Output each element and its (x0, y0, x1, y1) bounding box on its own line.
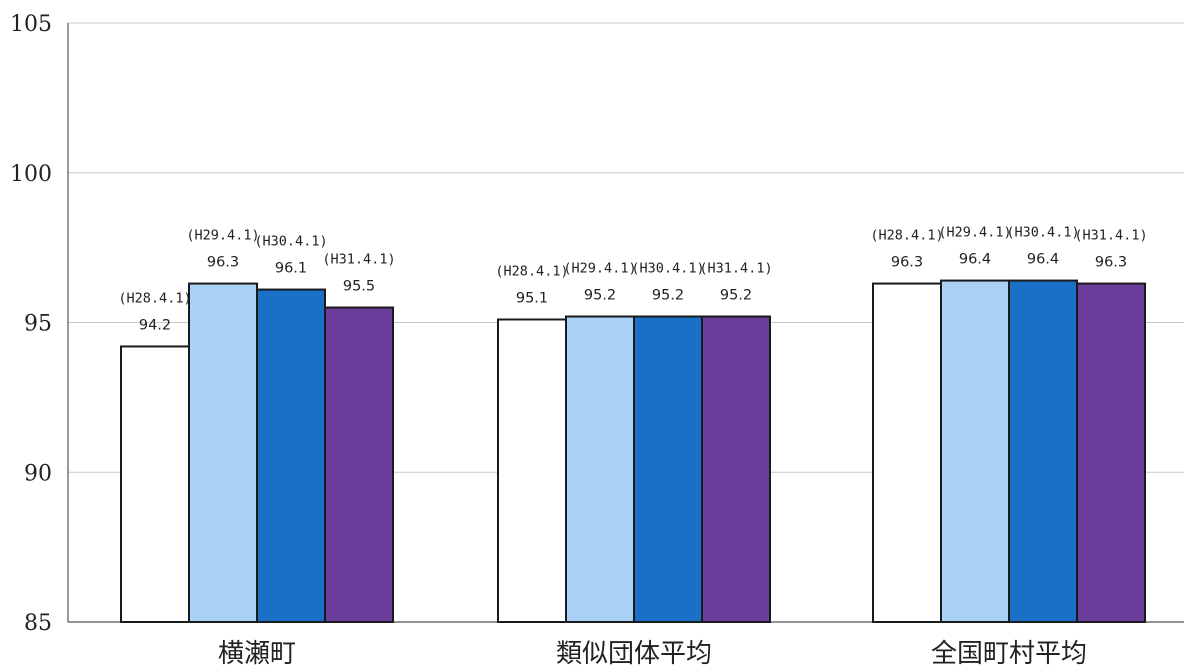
bar-value-label: 95.5 (343, 279, 375, 295)
bar-value-label: 95.2 (720, 288, 752, 304)
bar-date-label: (H28.4.1) (118, 290, 191, 306)
bar-labels: (H28.4.1) 94.2 (H29.4.1) 96.3 (H30.4.1) 96.1 (… (118, 225, 1147, 334)
y-tick-label: 90 (24, 461, 52, 486)
bar-value-label: 95.1 (516, 291, 548, 307)
bar-date-label: (H30.4.1) (254, 234, 327, 250)
bar (256, 288, 326, 623)
bar (497, 318, 567, 623)
bar (565, 315, 635, 623)
x-axis-categories: 横瀬町 類似団体平均 全国町村平均 (218, 639, 1087, 669)
bar-value-label: 94.2 (139, 317, 171, 333)
y-tick-label: 85 (24, 611, 52, 636)
bars (120, 279, 1146, 623)
bar (633, 315, 703, 623)
bar-date-label: (H30.4.1) (631, 261, 704, 277)
x-category-label: 全国町村平均 (931, 639, 1087, 669)
bar-date-label: (H29.4.1) (938, 225, 1011, 241)
y-tick-label: 100 (10, 162, 52, 187)
x-category-label: 類似団体平均 (556, 639, 712, 669)
bar (872, 282, 942, 623)
bar-value-label: 96.3 (1095, 255, 1127, 271)
y-axis-ticks: 85 90 95 100 105 (10, 12, 52, 636)
bar (324, 306, 394, 623)
bar-value-label: 96.1 (275, 261, 307, 277)
y-tick-label: 95 (24, 312, 52, 337)
bar (701, 315, 771, 623)
bar-value-label: 96.4 (959, 252, 991, 268)
bar-value-label: 95.2 (584, 288, 616, 304)
bar (1076, 282, 1146, 623)
bar-date-label: (H28.4.1) (870, 228, 943, 244)
bar (188, 282, 258, 623)
bar-date-label: (H30.4.1) (1006, 225, 1079, 241)
bar-date-label: (H31.4.1) (699, 261, 772, 277)
bar-date-label: (H28.4.1) (495, 264, 568, 280)
bar (940, 279, 1010, 623)
bar-value-label: 96.3 (207, 255, 239, 271)
bar (120, 345, 190, 623)
bar-date-label: (H31.4.1) (322, 252, 395, 268)
bar-value-label: 96.3 (891, 255, 923, 271)
bar-value-label: 95.2 (652, 288, 684, 304)
bar (1008, 279, 1078, 623)
bar-date-label: (H29.4.1) (563, 261, 636, 277)
x-category-label: 横瀬町 (218, 639, 296, 669)
bar-value-label: 96.4 (1027, 252, 1059, 268)
bar-date-label: (H31.4.1) (1074, 228, 1147, 244)
y-tick-label: 105 (10, 12, 52, 37)
bar-date-label: (H29.4.1) (186, 228, 259, 244)
